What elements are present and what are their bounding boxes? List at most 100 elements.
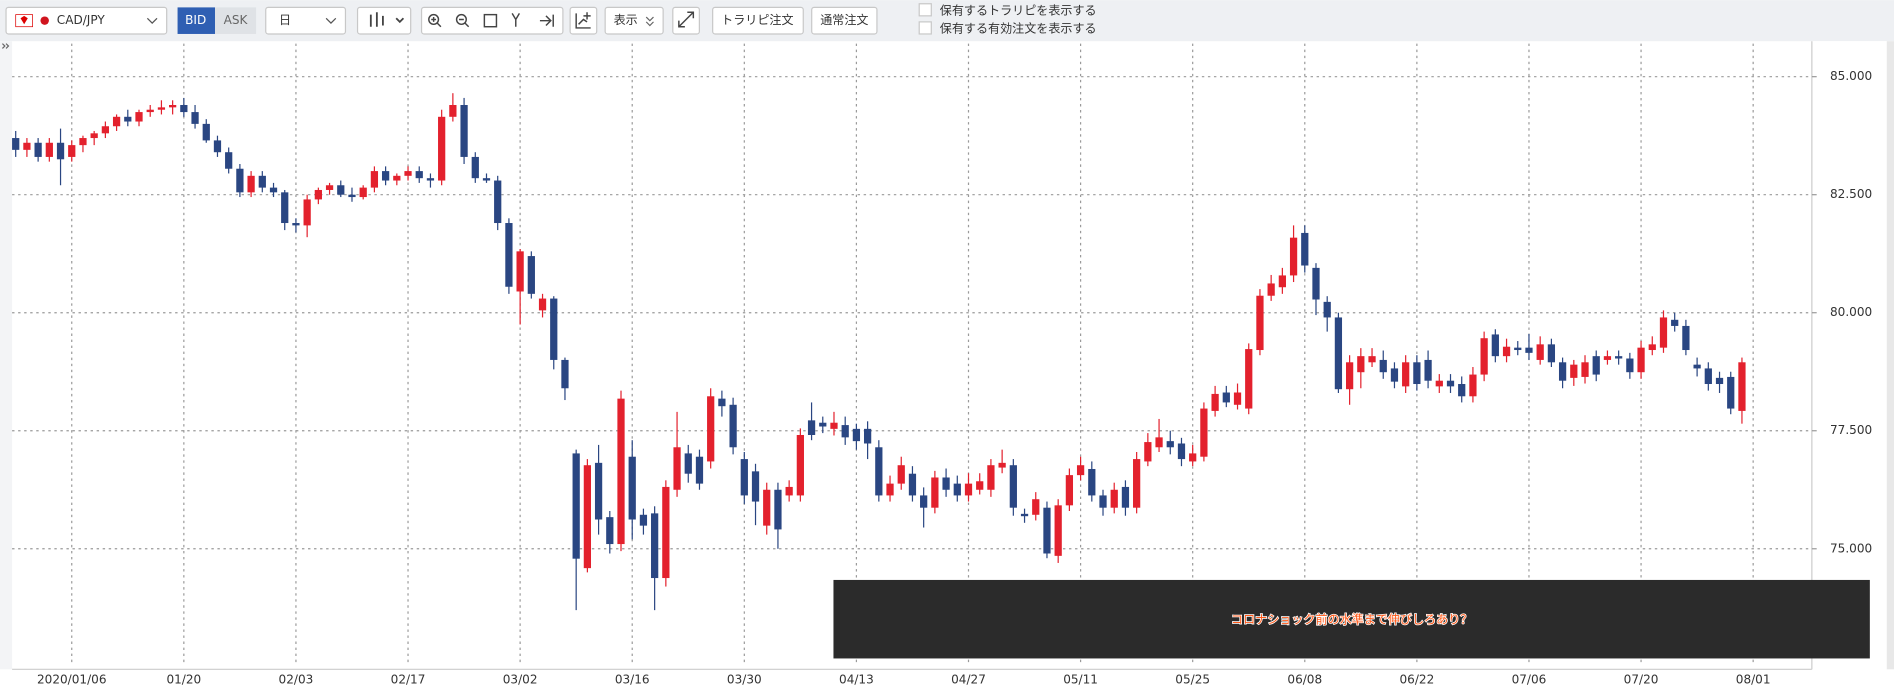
candle-body (45, 142, 53, 157)
candle-body (1491, 334, 1499, 357)
x-tick-label: 04/27 (951, 673, 986, 687)
candle-body (830, 422, 838, 429)
candle-body (1211, 393, 1219, 411)
y-tick-label: 75.000 (1830, 541, 1872, 555)
candle-body (236, 168, 244, 193)
scrollbar (1886, 41, 1894, 670)
ask-button[interactable] (215, 7, 257, 34)
x-tick-label: 07/06 (1512, 673, 1547, 687)
candle-body (281, 192, 289, 224)
y-tick-label: 82.500 (1830, 187, 1872, 201)
display-text: 表示 (614, 13, 638, 27)
bid-button[interactable] (177, 7, 216, 34)
candle-body (1245, 349, 1253, 409)
candle-body (426, 178, 435, 181)
candle-body (1446, 380, 1455, 387)
candle-body (1547, 344, 1556, 363)
candle-body (572, 453, 580, 559)
candle-body (1177, 443, 1186, 460)
symbol-select[interactable] (5, 6, 168, 35)
candle-body (1289, 237, 1298, 276)
flag-leaf (20, 15, 28, 25)
checkbox[interactable] (918, 3, 932, 17)
candle-body (1558, 362, 1567, 381)
bid-text: BID (185, 13, 206, 27)
candle-body (1088, 468, 1096, 496)
annotation-box (833, 579, 1870, 659)
candle-body (639, 514, 648, 526)
candle-body (1435, 380, 1443, 387)
tool-group[interactable] (420, 6, 564, 35)
candle-body (819, 422, 827, 427)
candle-body (785, 486, 793, 496)
candle-body (920, 495, 928, 508)
x-tick-label: 2020/01/06 (37, 673, 107, 687)
candle-body (1469, 374, 1477, 397)
fullscreen-button[interactable] (672, 6, 700, 35)
chevron-icon (645, 16, 654, 27)
candle-body (460, 104, 468, 157)
candle-body (740, 459, 748, 496)
price-axis (1811, 41, 1894, 670)
x-tick-label: 05/25 (1175, 673, 1210, 687)
candle-body (258, 175, 266, 188)
candle-body (931, 477, 939, 508)
candle-body (359, 187, 367, 198)
candle-body (1099, 495, 1107, 508)
x-tick-label: 05/11 (1063, 673, 1098, 687)
status-dot (40, 16, 49, 25)
candle-body (707, 396, 715, 462)
display-button[interactable] (604, 6, 664, 35)
candle-body (68, 145, 76, 157)
x-tick-label: 04/13 (839, 673, 874, 687)
candle-body (729, 404, 737, 448)
candle-body (561, 359, 569, 389)
candle-body (841, 425, 849, 438)
candle-body (135, 112, 143, 122)
fullscreen-icon (678, 11, 695, 28)
candle-body (12, 138, 20, 150)
candle-body (1626, 358, 1634, 373)
candle-body (124, 116, 132, 122)
candle-body (1502, 346, 1511, 357)
x-tick-label: 03/30 (727, 673, 762, 687)
candle-body (651, 513, 659, 579)
indicator-button[interactable] (569, 6, 598, 35)
candle-body (763, 489, 771, 526)
ask-text: ASK (224, 13, 249, 27)
candle-body (213, 140, 222, 153)
x-tick-label: 06/22 (1399, 673, 1434, 687)
candle-body (34, 142, 42, 157)
candle-body (1267, 283, 1275, 296)
checkbox-label: 保有するトラリピを表示する (940, 4, 1097, 18)
candle-body (1233, 392, 1242, 405)
candle-body (169, 104, 177, 108)
candle-body (292, 223, 300, 226)
normal-order-button[interactable] (811, 6, 878, 35)
candle-body (1390, 368, 1399, 382)
candle-body (617, 398, 625, 545)
checkbox[interactable] (918, 21, 932, 35)
candle-body (1525, 347, 1533, 353)
candle-body (1581, 362, 1589, 377)
x-tick-label: 03/16 (615, 673, 650, 687)
period-text: 日 (279, 13, 291, 27)
period-select[interactable] (265, 6, 347, 35)
candle-body (1480, 338, 1488, 375)
candle-body (1200, 408, 1208, 457)
candle-body (404, 171, 412, 176)
y-tick-label: 85.000 (1830, 69, 1872, 83)
candle-body (1603, 356, 1612, 360)
expand-icon (1, 43, 10, 49)
candle-body (987, 465, 995, 490)
candle-body (494, 180, 502, 224)
trap-order-button[interactable] (712, 6, 804, 35)
candle-body (1166, 441, 1174, 448)
candle-body (202, 123, 210, 141)
candle-body (1054, 505, 1062, 556)
candle-body (449, 104, 457, 117)
candle-body (337, 185, 345, 195)
chart-type-select[interactable] (356, 6, 412, 35)
candle-body (863, 428, 872, 444)
